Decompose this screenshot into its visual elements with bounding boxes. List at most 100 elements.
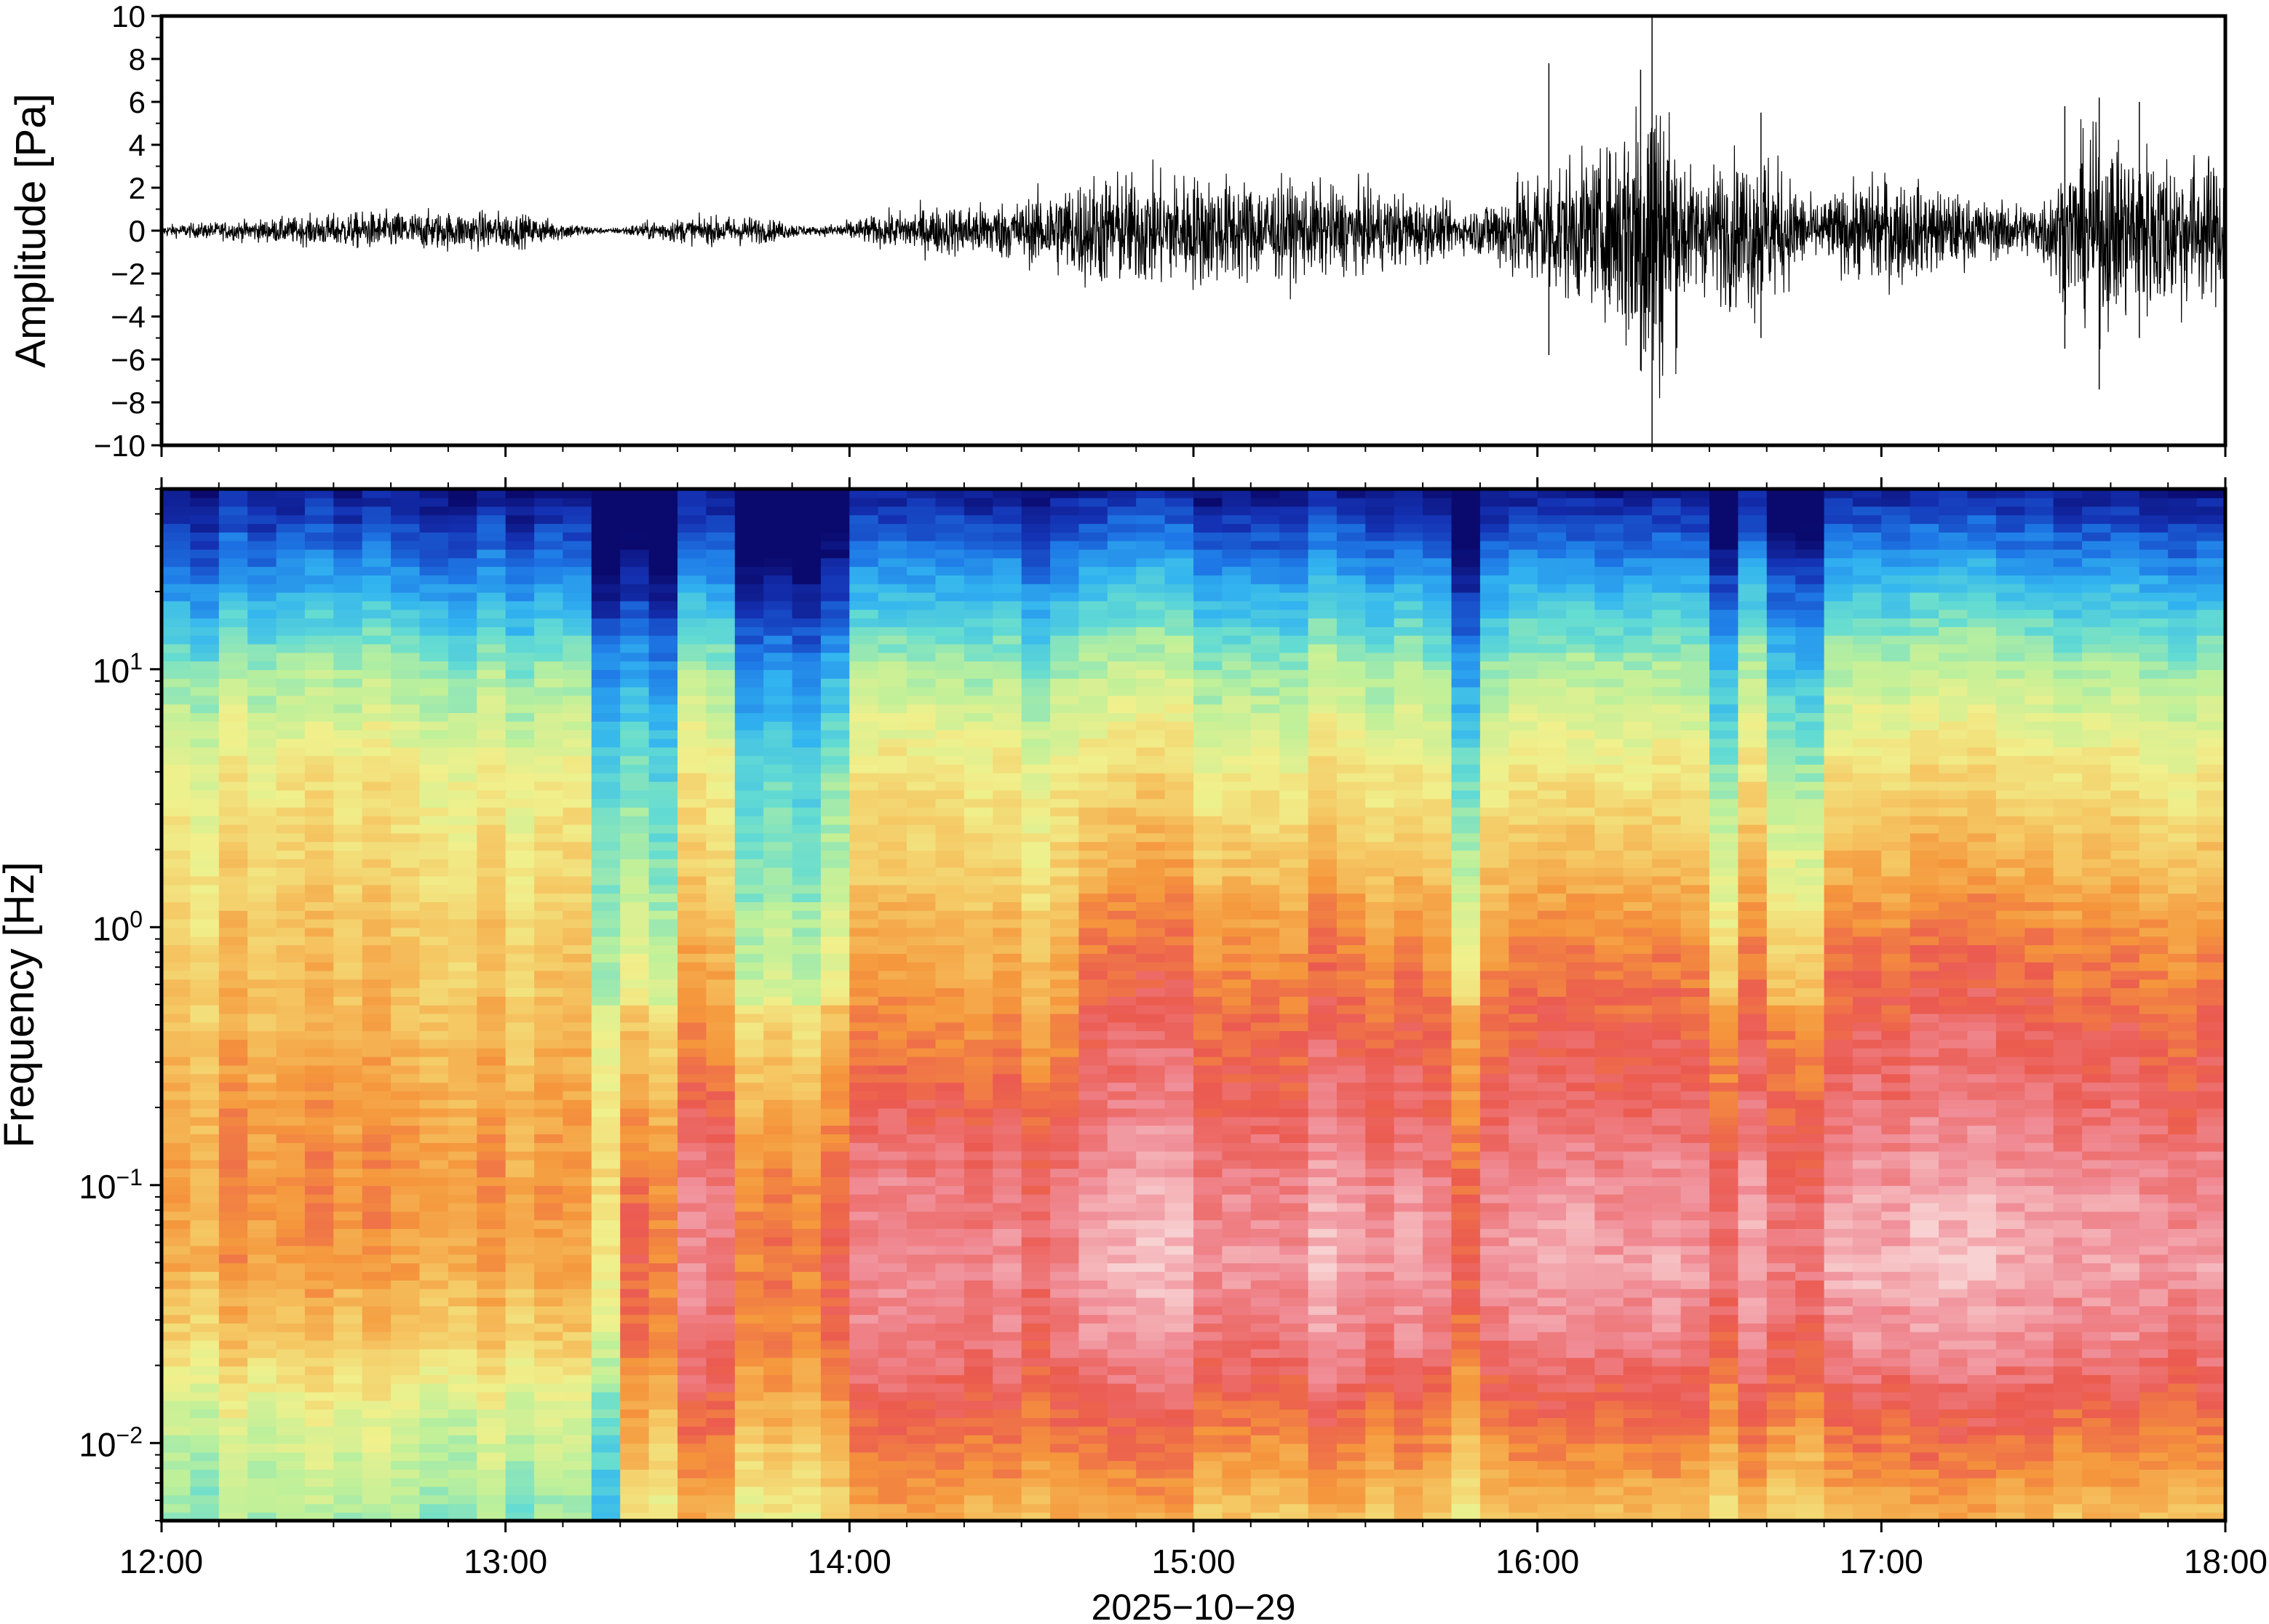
spectrogram-cell [963,1477,994,1487]
spectrogram-cell [1078,1219,1108,1229]
spectrogram-cell [162,970,191,980]
spectrogram-cell [591,1107,621,1118]
spectrogram-cell [1136,1323,1166,1332]
spectrogram-cell [190,944,220,954]
spectrogram-cell [477,893,506,902]
spectrogram-cell [706,514,736,525]
spectrogram-cell [1279,592,1309,602]
spectrogram-cell [878,1107,907,1118]
spectrogram-cell [1279,1332,1309,1341]
spectrogram-cell [563,936,592,946]
spectrogram-cell [448,944,478,954]
spectrogram-cell [1164,1056,1194,1066]
spectrogram-cell [935,532,965,541]
spectrogram-cell [792,1357,822,1367]
spectrogram-cell [993,1452,1022,1462]
spectrogram-cell [1222,867,1252,877]
spectrogram-cell [763,910,793,920]
spectrogram-cell [218,1271,248,1281]
spectrogram-cell [620,661,650,670]
spectrogram-cell [534,678,564,688]
spectrogram-cell [1078,893,1108,902]
spectrogram-cell [190,1332,220,1341]
spectrogram-cell [1164,523,1194,533]
spectrogram-cell [1107,1271,1137,1281]
spectrogram-cell [1050,824,1080,834]
spectrogram-cell [1164,1048,1194,1057]
spectrogram-cell [677,910,707,920]
spectrogram-cell [1078,532,1108,541]
spectrogram-cell [849,944,879,954]
spectrogram-cell [276,1048,306,1057]
spectrogram-cell [935,1271,965,1281]
spectrogram-cell [505,514,535,525]
spectrogram-cell [391,747,421,757]
spectrogram-cell [1279,1064,1309,1075]
spectrogram-cell [734,540,764,550]
spectrogram-cell [878,1005,907,1014]
spectrogram-cell [849,1512,879,1521]
spectrogram-cell [1193,1382,1223,1393]
spectrogram-cell [304,918,335,928]
spectrogram-cell [1050,704,1080,713]
spectrogram-cell [820,1357,851,1367]
spectrogram-cell [792,704,822,713]
spectrogram-cell [1050,859,1080,868]
spectrogram-cell [477,1297,506,1307]
spectrogram-cell [1308,798,1338,808]
spectrogram-cell [591,549,621,559]
spectrogram-cell [534,1434,564,1444]
spectrogram-cell [448,1142,478,1152]
spectrogram-cell [620,1202,650,1212]
spectrogram-cell [391,1477,421,1487]
spectrogram-cell [419,557,449,568]
spectrogram-cell [477,1073,506,1083]
spectrogram-cell [563,824,592,834]
spectrogram-cell [1164,1434,1194,1444]
spectrogram-cell [878,789,907,800]
spectrogram-cell [849,1314,879,1324]
spectrogram-cell [162,901,191,911]
spectrogram-cell [505,1219,535,1229]
spectrogram-cell [820,893,851,902]
spectrogram-cell [162,789,191,800]
spectrogram-cell [1021,1039,1051,1048]
spectrogram-cell [907,1382,937,1393]
spectrogram-cell [1050,626,1080,636]
spectrogram-cell [591,867,621,877]
spectrogram-cell [1308,1056,1338,1066]
spectrogram-cell [1021,1056,1051,1066]
spectrogram-cell [563,910,592,920]
spectrogram-cell [993,1116,1022,1126]
spectrogram-cell [1164,747,1194,757]
spectrogram-cell [1308,747,1338,757]
spectrogram-cell [620,506,650,516]
spectrogram-cell [1308,1194,1338,1203]
spectrogram-cell [878,859,907,868]
spectrogram-cell [1222,781,1252,791]
spectrogram-cell [333,1091,363,1100]
spectrogram-cell [1308,1254,1338,1264]
spectrogram-cell [190,910,220,920]
spectrogram-cell [620,1486,650,1496]
spectrogram-cell [993,1366,1022,1375]
spectrogram-cell [505,1056,535,1066]
spectrogram-cell [648,807,678,816]
spectrogram-cell [935,987,965,997]
spectrogram-cell [763,600,793,610]
spectrogram-cell [1250,910,1280,920]
spectrogram-cell [648,1400,678,1410]
spectrogram-cell [1308,1374,1338,1384]
spectrogram-cell [935,1409,965,1418]
spectrogram-cell [362,1022,392,1032]
spectrogram-cell [448,721,478,731]
spectrogram-cell [1050,557,1080,568]
spectrogram-cell [591,1340,621,1350]
spectrogram-cell [849,807,879,816]
spectrogram-cell [620,850,650,859]
spectrogram-cell [1279,1022,1309,1032]
spectrogram-cell [1279,747,1309,757]
spectrogram-cell [1021,1374,1051,1384]
spectrogram-cell [792,918,822,928]
spectrogram-cell [963,566,994,576]
